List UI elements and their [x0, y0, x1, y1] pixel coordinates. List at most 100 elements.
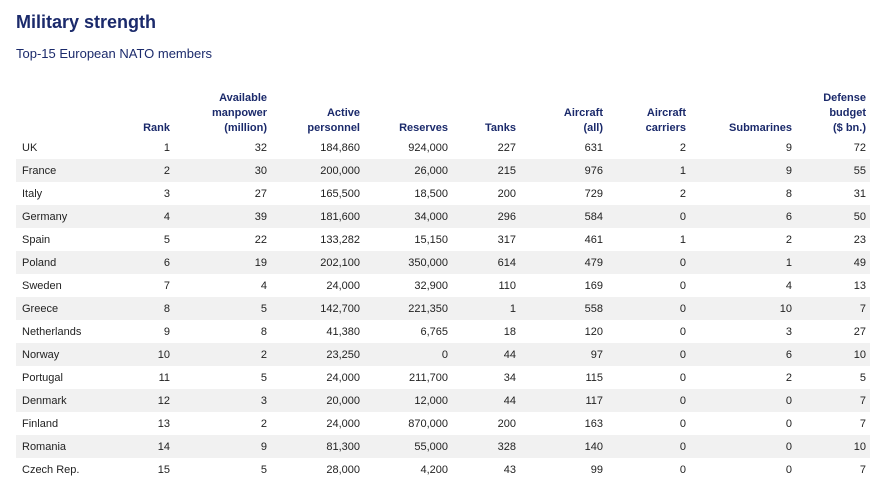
cell-manpower: 5: [174, 297, 271, 320]
cell-reserves: 12,000: [364, 389, 452, 412]
cell-reserves: 26,000: [364, 159, 452, 182]
cell-active-personnel: 200,000: [271, 159, 364, 182]
cell-country: Italy: [22, 187, 43, 200]
table-row: Portugal 11 5 24,000 211,700 34 115 0 2 5: [16, 366, 870, 389]
table-row: Greece 8 5 142,700 221,350 1 558 0 10 7: [16, 297, 870, 320]
column-header-active-personnel: Active personnel: [307, 107, 360, 134]
cell-aircraft-carriers: 0: [679, 371, 686, 384]
cell-reserves: 18,500: [414, 187, 448, 200]
cell-active-personnel: 165,500: [320, 187, 360, 200]
column-header-defense-budget: Defense budget ($ bn.): [823, 92, 866, 134]
cell-aircraft-carriers: 0: [607, 343, 690, 366]
table-row: Poland 6 19 202,100 350,000 614 479 0 1 49: [16, 251, 870, 274]
cell-aircraft: 729: [584, 187, 603, 200]
cell-manpower: 27: [254, 187, 267, 200]
cell-defense-budget: 13: [853, 279, 866, 292]
cell-active-personnel: 24,000: [326, 417, 360, 430]
cell-active-personnel: 202,100: [271, 251, 364, 274]
cell-aircraft: 140: [520, 435, 607, 458]
cell-manpower: 30: [174, 159, 271, 182]
cell-country: France: [16, 159, 111, 182]
cell-submarines: 0: [690, 435, 796, 458]
cell-tanks: 296: [452, 205, 520, 228]
page-title: Military strength: [16, 12, 157, 32]
cell-defense-budget: 7: [859, 417, 866, 430]
cell-aircraft: 120: [584, 325, 603, 338]
table-row: Sweden 7 4 24,000 32,900 110 169 0 4 13: [16, 274, 870, 297]
cell-tanks: 110: [498, 279, 516, 292]
cell-tanks: 614: [452, 251, 520, 274]
cell-tanks: 44: [452, 343, 520, 366]
cell-defense-budget: 10: [796, 435, 870, 458]
column-header-rank: Rank: [143, 122, 170, 134]
cell-rank: 5: [163, 233, 170, 246]
cell-tanks: 215: [452, 159, 520, 182]
cell-manpower: 2: [260, 417, 267, 430]
table-row: UK 1 32 184,860 924,000 227 631 2 9 72: [16, 136, 870, 159]
table-row: Denmark 12 3 20,000 12,000 44 117 0 0 7: [16, 389, 870, 412]
cell-reserves: 4,200: [420, 463, 448, 476]
cell-aircraft-carriers: 2: [679, 141, 686, 154]
cell-tanks: 227: [497, 141, 516, 154]
cell-manpower: 3: [174, 389, 271, 412]
cell-reserves: 34,000: [364, 205, 452, 228]
cell-submarines: 1: [690, 251, 796, 274]
cell-rank: 8: [111, 297, 174, 320]
cell-aircraft: 115: [585, 371, 603, 384]
cell-country: Finland: [22, 417, 59, 430]
cell-country: Denmark: [16, 389, 111, 412]
cell-defense-budget: 7: [796, 297, 870, 320]
table-row: Italy 3 27 165,500 18,500 200 729 2 8 31: [16, 182, 870, 205]
cell-submarines: 2: [785, 371, 792, 384]
column-header-country: [16, 89, 111, 136]
cell-reserves: 211,700: [409, 371, 448, 384]
cell-reserves: 350,000: [364, 251, 452, 274]
cell-submarines: 9: [785, 141, 792, 154]
cell-aircraft: 99: [590, 463, 603, 476]
cell-active-personnel: 41,380: [326, 325, 360, 338]
cell-manpower: 2: [174, 343, 271, 366]
cell-active-personnel: 81,300: [271, 435, 364, 458]
cell-rank: 6: [111, 251, 174, 274]
cell-defense-budget: 31: [853, 187, 866, 200]
cell-rank: 15: [157, 463, 170, 476]
column-header-reserves: Reserves: [399, 122, 448, 134]
cell-reserves: 15,150: [414, 233, 448, 246]
cell-rank: 10: [111, 343, 174, 366]
cell-active-personnel: 133,282: [320, 233, 360, 246]
cell-submarines: 4: [785, 279, 792, 292]
cell-submarines: 8: [785, 187, 792, 200]
table-row: Netherlands 9 8 41,380 6,765 18 120 0 3 27: [16, 320, 870, 343]
cell-manpower: 5: [260, 371, 267, 384]
cell-rank: 9: [163, 325, 170, 338]
table-row: Czech Rep. 15 5 28,000 4,200 43 99 0 0 7: [16, 458, 870, 481]
cell-defense-budget: 10: [796, 343, 870, 366]
cell-submarines: 9: [690, 159, 796, 182]
cell-country: Czech Rep.: [22, 463, 80, 476]
table-row: Germany 4 39 181,600 34,000 296 584 0 6 50: [16, 205, 870, 228]
cell-aircraft-carriers: 0: [607, 251, 690, 274]
cell-country: UK: [22, 141, 38, 154]
cell-country: Portugal: [22, 371, 63, 384]
cell-reserves: 221,350: [364, 297, 452, 320]
cell-active-personnel: 24,000: [326, 279, 360, 292]
column-header-tanks: Tanks: [485, 122, 516, 134]
cell-aircraft: 558: [520, 297, 607, 320]
cell-defense-budget: 5: [859, 371, 866, 384]
cell-rank: 2: [111, 159, 174, 182]
cell-defense-budget: 72: [853, 141, 866, 154]
cell-aircraft: 584: [520, 205, 607, 228]
cell-tanks: 200: [497, 417, 516, 430]
cell-aircraft: 163: [584, 417, 603, 430]
column-header-manpower: Available manpower (million): [211, 92, 267, 134]
cell-rank: 3: [163, 187, 170, 200]
cell-manpower: 8: [260, 325, 267, 338]
cell-reserves: 32,900: [414, 279, 448, 292]
cell-submarines: 3: [785, 325, 792, 338]
table-row: Norway 10 2 23,250 0 44 97 0 6 10: [16, 343, 870, 366]
cell-aircraft: 479: [520, 251, 607, 274]
cell-tanks: 328: [452, 435, 520, 458]
cell-active-personnel: 142,700: [271, 297, 364, 320]
military-strength-table: Rank Available manpower (million) Active…: [16, 89, 870, 481]
cell-tanks: 200: [497, 187, 516, 200]
